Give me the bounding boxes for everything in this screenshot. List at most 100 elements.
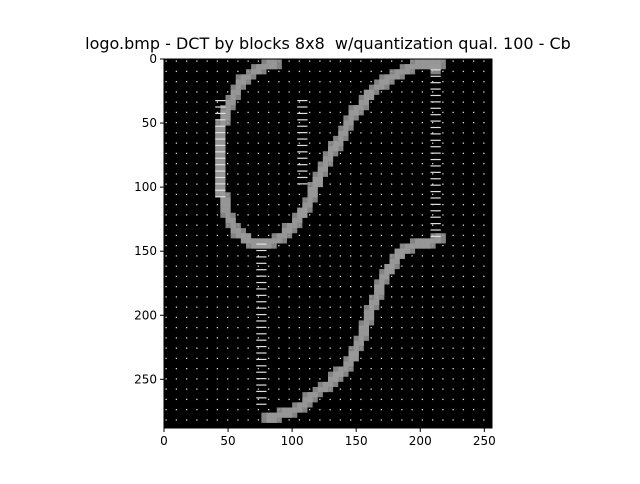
dct-block-dc xyxy=(227,142,229,144)
dct-block-dc xyxy=(237,347,239,349)
dct-block-dc xyxy=(360,368,362,370)
dct-block-dc xyxy=(442,163,444,165)
dct-block-dc xyxy=(319,204,321,206)
dct-block-dc xyxy=(309,245,311,247)
dct-block-dc xyxy=(442,152,444,155)
dct-block-dc xyxy=(350,142,352,144)
dct-block-dc xyxy=(298,306,301,308)
coef-column-right xyxy=(430,203,441,205)
dct-block-dc xyxy=(370,347,372,349)
dct-block-dc xyxy=(175,173,178,175)
dct-block-dc xyxy=(175,398,178,401)
dct-block-dc xyxy=(268,388,270,390)
dct-block-dc xyxy=(309,132,311,134)
dct-block-dc xyxy=(278,183,280,185)
dct-block-dc xyxy=(452,347,454,349)
dct-block-dc xyxy=(462,60,465,62)
dct-block-dc xyxy=(319,111,321,114)
dct-block-dc xyxy=(268,204,270,206)
dct-block-dc xyxy=(350,224,352,226)
dct-block-dc xyxy=(329,91,331,93)
dct-block-dc xyxy=(462,275,465,278)
dct-block-dc xyxy=(360,204,362,206)
dct-block-dc xyxy=(288,111,290,114)
dct-block-dc xyxy=(462,204,465,206)
dct-block-dc xyxy=(319,347,321,349)
dct-block-dc xyxy=(165,81,167,83)
dct-block-dc xyxy=(165,245,167,247)
dct-block-dc xyxy=(432,357,434,360)
dct-block-dc xyxy=(483,327,485,329)
dct-block-dc xyxy=(350,306,352,308)
dct-block-dc xyxy=(309,101,311,103)
dct-block-dc xyxy=(452,91,454,93)
dct-block-dc xyxy=(165,255,167,257)
dct-block-dc xyxy=(268,132,270,134)
dct-block-dc xyxy=(247,101,249,103)
dct-block-dc xyxy=(339,152,342,155)
dct-block-dc xyxy=(473,286,475,288)
coef-column-outer xyxy=(215,144,226,147)
dct-block-dc xyxy=(411,337,413,339)
dct-block-dc xyxy=(237,111,239,114)
dct-block-dc xyxy=(411,224,413,226)
dct-block-dc xyxy=(473,398,475,401)
coef-column-left xyxy=(256,397,267,399)
dct-block-dc xyxy=(452,419,454,421)
dct-block-dc xyxy=(288,327,290,329)
dct-block-dc xyxy=(421,142,424,144)
dct-block-dc xyxy=(370,234,372,237)
dct-block-dc xyxy=(206,91,208,93)
dct-block-dc xyxy=(442,265,444,267)
dct-block-dc xyxy=(462,163,465,165)
dct-block-dc xyxy=(442,81,444,83)
dct-block-dc xyxy=(165,286,167,288)
dct-block-dc xyxy=(175,245,178,247)
dct-block-dc xyxy=(196,122,198,124)
dct-block-dc xyxy=(206,234,208,237)
dct-block-dc xyxy=(288,101,290,103)
dct-block-dc xyxy=(452,122,454,124)
dct-block-dc xyxy=(360,152,362,155)
dct-block-dc xyxy=(247,286,249,288)
dct-block-dc xyxy=(421,419,424,421)
dct-block-dc xyxy=(329,419,331,421)
dct-block-dc xyxy=(473,163,475,165)
dct-block-dc xyxy=(206,306,208,308)
dct-block-dc xyxy=(442,224,444,226)
dct-block-dc xyxy=(391,409,393,411)
coef-column-left xyxy=(256,307,267,309)
dct-block-dc xyxy=(288,132,290,134)
dct-block-dc xyxy=(186,81,188,83)
dct-block-dc xyxy=(391,101,393,103)
dct-block-dc xyxy=(186,245,188,247)
dct-block-dc xyxy=(401,388,403,390)
dct-block-dc xyxy=(462,214,465,216)
dct-block-dc xyxy=(278,163,280,165)
dct-block-dc xyxy=(380,327,383,329)
dct-block-dc xyxy=(196,306,198,308)
dct-block-dc xyxy=(380,398,383,401)
dct-block-dc xyxy=(196,173,198,175)
dct-block-dc xyxy=(257,163,260,165)
dct-block-dc xyxy=(196,183,198,185)
dct-block-dc xyxy=(462,265,465,267)
dct-block-dc xyxy=(473,122,475,124)
dct-block-dc xyxy=(319,224,321,226)
dct-block-dc xyxy=(175,132,178,134)
dct-block-dc xyxy=(350,337,352,339)
dct-block-dc xyxy=(421,214,424,216)
coef-column-right xyxy=(430,197,441,199)
dct-block-dc xyxy=(391,173,393,175)
dct-block-dc xyxy=(288,398,290,401)
dct-block-dc xyxy=(278,368,280,370)
dct-block-dc xyxy=(268,306,270,308)
dct-block-dc xyxy=(329,265,331,267)
dct-block-dc xyxy=(411,163,413,165)
dct-block-dc xyxy=(216,275,219,278)
dct-block-dc xyxy=(329,286,331,288)
dct-block-dc xyxy=(175,60,178,62)
dct-block-dc xyxy=(298,347,301,349)
dct-block-dc xyxy=(165,388,167,390)
dct-block-dc xyxy=(298,163,301,165)
